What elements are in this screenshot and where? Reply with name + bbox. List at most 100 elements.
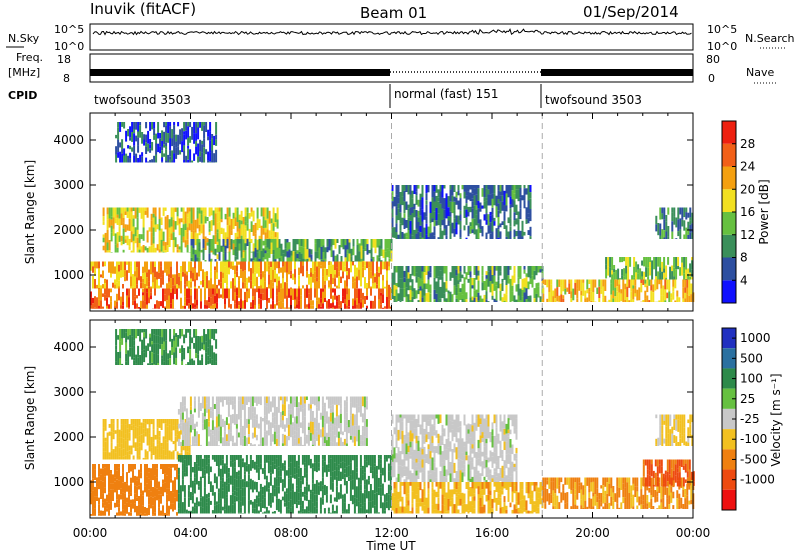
pixel-cell	[106, 297, 108, 306]
pixel-cell	[349, 455, 352, 463]
pixel-cell	[122, 284, 124, 289]
pixel-cell	[166, 419, 169, 427]
velocity-band-5	[391, 482, 544, 514]
pixel-cell	[359, 455, 362, 468]
pixel-cell	[421, 480, 424, 482]
pixel-cell	[380, 260, 383, 262]
pixel-cell	[112, 222, 115, 229]
pixel-cell	[204, 304, 206, 309]
pixel-cell	[517, 512, 520, 514]
pixel-cell	[274, 278, 276, 283]
pixel-cell	[393, 482, 396, 489]
pixel-cell	[443, 505, 446, 509]
pixel-cell	[625, 257, 628, 266]
pixel-cell	[413, 418, 416, 429]
pixel-cell	[453, 196, 456, 202]
pixel-cell	[459, 214, 462, 221]
pixel-cell	[174, 288, 176, 294]
pixel-cell	[351, 413, 354, 426]
pixel-cell	[203, 138, 206, 148]
pixel-cell	[237, 475, 240, 488]
pixel-cell	[687, 273, 690, 280]
pixel-cell	[208, 280, 210, 289]
pixel-cell	[663, 268, 666, 273]
pixel-cell	[94, 464, 96, 470]
pixel-cell	[130, 503, 132, 513]
pixel-cell	[663, 207, 666, 220]
pixel-cell	[190, 278, 192, 282]
pixel-cell	[646, 295, 649, 302]
pixel-cell	[92, 496, 94, 509]
pixel-cell	[505, 433, 508, 442]
pixel-cell	[417, 440, 420, 452]
pixel-cell	[399, 192, 402, 205]
pixel-cell	[355, 455, 358, 468]
pixel-cell	[359, 503, 362, 508]
pixel-cell	[369, 484, 372, 496]
pixel-cell	[195, 505, 198, 514]
pixel-cell	[228, 288, 230, 299]
nsky-label: N.Sky	[8, 32, 40, 45]
pixel-cell	[405, 433, 408, 444]
pixel-cell	[331, 396, 334, 405]
pixel-cell	[162, 483, 164, 497]
pixel-cell	[114, 300, 116, 307]
pixel-cell	[384, 239, 387, 252]
pixel-cell	[407, 505, 410, 514]
pixel-cell	[281, 496, 284, 501]
pixel-cell	[623, 257, 626, 262]
pixel-cell	[223, 444, 226, 446]
pixel-cell	[519, 185, 522, 188]
pixel-cell	[360, 302, 362, 309]
pixel-cell	[261, 437, 264, 446]
pixel-cell	[360, 288, 362, 299]
pixel-cell	[375, 474, 378, 482]
pixel-cell	[329, 458, 332, 468]
pixel-cell	[368, 261, 370, 268]
pixel-cell	[485, 188, 488, 198]
pixel-cell	[313, 417, 316, 429]
pixel-cell	[182, 446, 185, 451]
pixel-cell	[277, 504, 280, 512]
pixel-cell	[324, 258, 327, 262]
pixel-cell	[116, 207, 119, 215]
pixel-cell	[191, 467, 194, 473]
pixel-cell	[114, 207, 117, 219]
cpid-label: CPID	[8, 89, 37, 102]
pixel-cell	[259, 416, 262, 429]
pixel-cell	[411, 451, 414, 461]
pixel-cell	[521, 195, 524, 201]
pixel-cell	[461, 447, 464, 453]
pixel-cell	[209, 432, 212, 441]
pixel-cell	[154, 487, 156, 497]
pixel-cell	[645, 267, 648, 277]
pixel-cell	[397, 491, 400, 500]
pixel-cell	[337, 438, 340, 446]
pixel-cell	[216, 302, 218, 309]
pixel-cell	[584, 290, 587, 299]
pixel-cell	[294, 299, 296, 307]
pixel-cell	[291, 426, 294, 436]
pixel-cell	[584, 488, 587, 501]
pixel-cell	[255, 468, 258, 473]
pixel-cell	[332, 277, 334, 284]
pixel-cell	[98, 279, 100, 288]
pixel-cell	[339, 396, 342, 404]
pixel-cell	[401, 443, 404, 455]
pixel-cell	[671, 221, 674, 232]
pixel-cell	[503, 414, 506, 423]
pixel-cell	[411, 473, 414, 478]
pixel-cell	[560, 279, 563, 286]
pixel-cell	[306, 249, 309, 259]
pixel-cell	[521, 489, 524, 500]
pixel-cell	[198, 231, 201, 236]
pixel-cell	[268, 210, 271, 224]
pixel-cell	[397, 414, 400, 423]
pixel-cell	[241, 438, 244, 446]
pixel-cell	[501, 465, 504, 478]
pixel-cell	[166, 464, 168, 476]
pixel-cell	[417, 475, 420, 479]
pixel-cell	[165, 125, 168, 133]
pixel-cell	[96, 486, 98, 496]
pixel-cell	[602, 279, 605, 287]
